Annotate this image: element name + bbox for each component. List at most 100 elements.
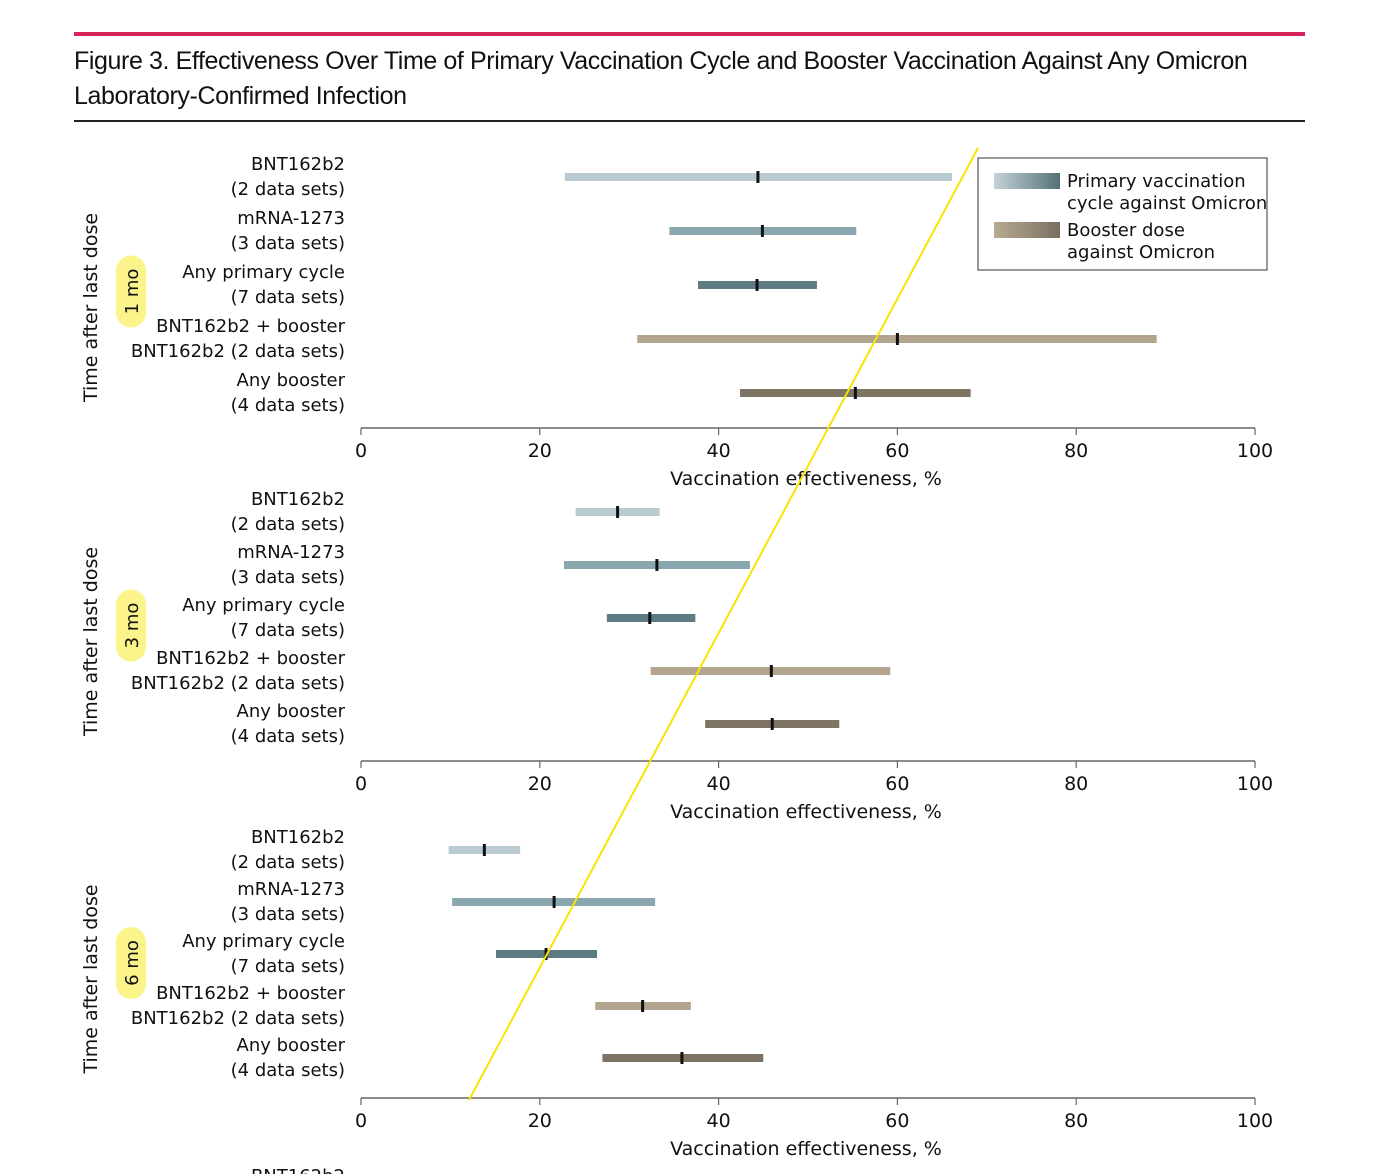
row-label: mRNA-1273 (237, 208, 345, 229)
point-estimate (760, 225, 764, 237)
row-label: BNT162b2 (251, 827, 345, 848)
y-axis-label: Time after last dose (80, 884, 102, 1074)
row-sublabel: BNT162b2 (2 data sets) (131, 673, 345, 694)
x-tick-label: 40 (707, 773, 731, 795)
row-label: Any primary cycle (182, 931, 345, 952)
panel-6-mo: BNT162b2 (2 data sets) mRNA-1273 (3 data se… (80, 827, 1273, 1160)
point-estimate (552, 896, 556, 908)
legend-swatch (994, 173, 1060, 189)
x-tick-label: 20 (528, 440, 552, 462)
x-tick-label: 100 (1237, 1110, 1273, 1132)
point-estimate (616, 506, 620, 518)
x-tick-label: 40 (707, 1110, 731, 1132)
row-sublabel: (7 data sets) (231, 620, 345, 641)
x-tick-label: 80 (1064, 1110, 1088, 1132)
point-estimate (655, 559, 659, 571)
x-tick-label: 100 (1237, 773, 1273, 795)
forest-row: Any primary cycle (7 data sets) (182, 262, 817, 308)
time-badge (116, 589, 146, 662)
row-sublabel: (3 data sets) (231, 233, 345, 254)
row-label: BNT162b2 + booster (156, 648, 346, 669)
point-estimate (756, 171, 760, 183)
row-sublabel: BNT162b2 (2 data sets) (131, 1008, 345, 1029)
row-sublabel: (2 data sets) (231, 514, 345, 535)
x-axis-label: Vaccination effectiveness, % (670, 801, 942, 823)
time-badge (116, 255, 146, 328)
time-badge-label: 1 mo (122, 269, 143, 315)
row-sublabel: (2 data sets) (231, 179, 345, 200)
forest-row: Any primary cycle (7 data sets) (182, 931, 598, 977)
legend-swatch (994, 222, 1060, 238)
x-axis-label: Vaccination effectiveness, % (670, 468, 942, 490)
forest-row: Any booster (4 data sets) (231, 1035, 764, 1081)
point-estimate (755, 279, 759, 291)
forest-row: BNT162b2 + booster BNT162b2 (2 data sets) (131, 648, 891, 694)
point-estimate (641, 1000, 645, 1012)
panel-3-mo: BNT162b2 (2 data sets) mRNA-1273 (3 data se… (80, 489, 1273, 823)
x-tick-label: 20 (528, 773, 552, 795)
legend-label: Booster dose (1067, 220, 1185, 241)
point-estimate (895, 333, 899, 345)
x-tick-label: 0 (355, 773, 367, 795)
point-estimate (482, 844, 486, 856)
x-tick-label: 60 (885, 773, 909, 795)
y-axis-label: Time after last dose (80, 547, 102, 737)
row-label: BNT162b2 (251, 489, 345, 510)
forest-row: BNT162b2 + booster BNT162b2 (2 data sets) (131, 316, 1157, 362)
row-sublabel: (2 data sets) (231, 852, 345, 873)
panel-1-mo: BNT162b2 (2 data sets) mRNA-1273 (3 data se… (80, 154, 1273, 490)
legend-label: against Omicron (1067, 242, 1215, 263)
accent-bar (74, 32, 1305, 36)
annotation-line (468, 147, 979, 1101)
point-estimate (769, 665, 773, 677)
forest-row: Any primary cycle (7 data sets) (182, 595, 696, 641)
forest-row: mRNA-1273 (3 data sets) (231, 879, 656, 925)
row-sublabel: (4 data sets) (231, 395, 345, 416)
row-label: Any primary cycle (182, 262, 345, 283)
x-tick-label: 0 (355, 440, 367, 462)
row-sublabel: (7 data sets) (231, 287, 345, 308)
forest-row: mRNA-1273 (3 data sets) (231, 208, 857, 254)
row-sublabel: (4 data sets) (231, 726, 345, 747)
point-estimate (770, 718, 774, 730)
forest-row: Any booster (4 data sets) (231, 370, 971, 416)
row-sublabel: BNT162b2 (2 data sets) (131, 341, 345, 362)
row-label: mRNA-1273 (237, 542, 345, 563)
point-estimate (680, 1052, 684, 1064)
x-tick-label: 80 (1064, 440, 1088, 462)
row-label: BNT162b2 + booster (156, 983, 346, 1004)
row-sublabel: (7 data sets) (231, 956, 345, 977)
row-label: mRNA-1273 (237, 879, 345, 900)
row-label: Any booster (237, 701, 346, 722)
row-sublabel: (3 data sets) (231, 567, 345, 588)
row-label: Any primary cycle (182, 595, 345, 616)
forest-row: BNT162b2 (2 data sets) (231, 154, 952, 200)
x-axis-label: Vaccination effectiveness, % (670, 1138, 942, 1160)
row-sublabel: (3 data sets) (231, 904, 345, 925)
x-tick-label: 40 (707, 440, 731, 462)
row-label: Any booster (237, 1035, 346, 1056)
forest-row: BNT162b2 + booster BNT162b2 (2 data sets) (131, 983, 691, 1029)
forest-row: BNT162b2 (2 data sets) (231, 827, 521, 873)
x-tick-label: 100 (1237, 440, 1273, 462)
row-label: BNT162b2 + booster (156, 316, 346, 337)
title-rule (74, 120, 1305, 122)
time-badge-label: 6 mo (122, 940, 143, 986)
x-tick-label: 20 (528, 1110, 552, 1132)
legend-label: cycle against Omicron (1067, 193, 1267, 214)
row-label: Any booster (237, 370, 346, 391)
cutoff-row-label: BNT162b2 (251, 1166, 345, 1174)
legend-label: Primary vaccination (1067, 171, 1246, 192)
point-estimate (853, 387, 857, 399)
row-sublabel: (4 data sets) (231, 1060, 345, 1081)
figure-title: Figure 3. Effectiveness Over Time of Pri… (74, 47, 1248, 110)
point-estimate (648, 612, 652, 624)
time-badge-label: 3 mo (122, 603, 143, 649)
x-tick-label: 0 (355, 1110, 367, 1132)
forest-row: BNT162b2 (2 data sets) (231, 489, 660, 535)
y-axis-label: Time after last dose (80, 213, 102, 403)
